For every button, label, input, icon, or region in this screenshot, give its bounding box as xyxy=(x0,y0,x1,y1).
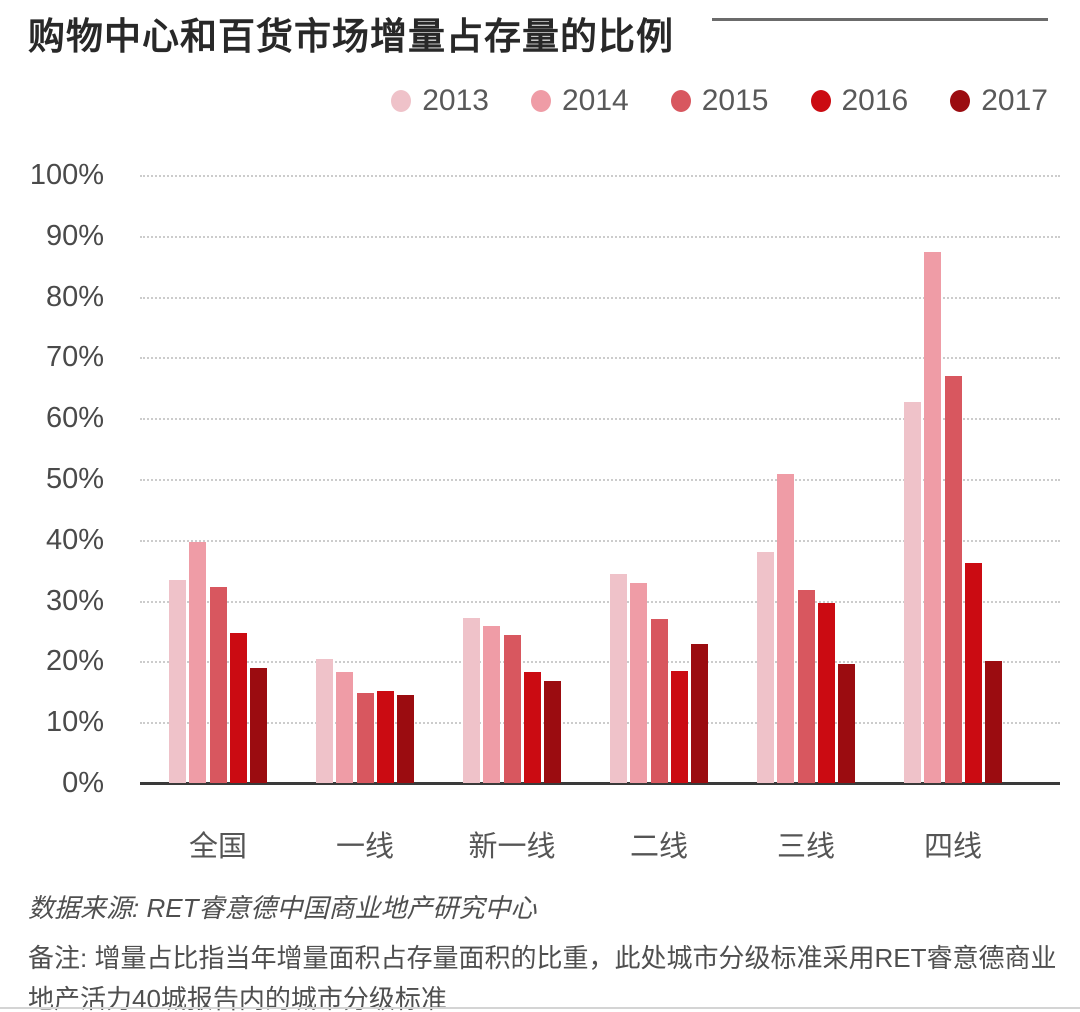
bar-2014-group2 xyxy=(336,671,354,783)
data-source-text: 数据来源: RET睿意德中国商业地产研究中心 xyxy=(28,893,537,923)
legend-label-2015: 2015 xyxy=(701,84,769,117)
bar-2013-group1 xyxy=(169,579,186,783)
legend-dot-2013 xyxy=(391,90,412,112)
legend-item-2016: 2016 xyxy=(810,84,909,118)
bar-2014-group4 xyxy=(630,582,648,783)
gridline-40% xyxy=(140,539,1060,542)
legend-item-2013: 2013 xyxy=(391,84,489,118)
gridline-10% xyxy=(140,722,1060,725)
page-title: 购物中心和百货市场增量占存量的比例 xyxy=(28,16,674,57)
legend-label-2017: 2017 xyxy=(981,84,1048,117)
y-tick-50%: 50% xyxy=(45,463,104,495)
bar-2015-group1 xyxy=(209,587,227,783)
bar-2015-group4 xyxy=(650,618,668,783)
legend-dot-2016 xyxy=(810,90,831,112)
y-tick-40%: 40% xyxy=(45,523,104,556)
legend-dot-2017 xyxy=(950,90,971,112)
legend-label-2013: 2013 xyxy=(422,84,489,117)
bar-2013-group5 xyxy=(757,551,774,783)
gridline-50% xyxy=(140,479,1060,481)
bar-2017-group2 xyxy=(397,695,415,783)
bar-2013-group6 xyxy=(904,402,921,783)
bar-2017-group5 xyxy=(838,664,856,783)
legend-label-2016: 2016 xyxy=(841,84,909,117)
y-tick-100%: 100% xyxy=(29,159,104,191)
x-label-group1: 全国 xyxy=(188,831,247,863)
bar-2014-group3 xyxy=(483,625,501,783)
bar-2016-group4 xyxy=(670,671,688,783)
bar-2013-group4 xyxy=(610,573,627,783)
x-label-group2: 一线 xyxy=(335,831,394,863)
x-label-group5: 三线 xyxy=(776,831,835,863)
bar-2013-group2 xyxy=(316,658,333,783)
legend-item-2015: 2015 xyxy=(670,84,769,118)
bottom-divider xyxy=(0,1007,1080,1009)
bar-2016-group1 xyxy=(229,633,247,783)
bar-2017-group1 xyxy=(250,668,268,783)
legend-dot-2014 xyxy=(531,90,551,112)
x-label-group3: 新一线 xyxy=(468,831,556,863)
bar-2016-group5 xyxy=(817,603,835,783)
bar-2014-group5 xyxy=(777,473,795,783)
legend: 2013 2014 2015 2016 2017 xyxy=(391,84,1048,118)
bar-2017-group4 xyxy=(691,643,709,783)
gridline-70% xyxy=(140,357,1060,360)
gridline-100% xyxy=(140,175,1060,177)
y-tick-60%: 60% xyxy=(45,402,104,435)
x-axis-line xyxy=(140,782,1060,785)
bar-2014-group6 xyxy=(924,252,942,783)
gridline-20% xyxy=(140,661,1060,664)
y-tick-20%: 20% xyxy=(45,645,104,678)
y-tick-0%: 0% xyxy=(62,767,104,799)
bar-2016-group6 xyxy=(964,562,982,783)
bar-2014-group1 xyxy=(189,542,207,783)
bar-2013-group3 xyxy=(463,618,480,783)
x-label-group6: 四线 xyxy=(923,831,982,863)
y-tick-80%: 80% xyxy=(45,280,104,313)
y-tick-70%: 70% xyxy=(45,341,104,374)
legend-label-2014: 2014 xyxy=(562,84,629,117)
bar-2015-group3 xyxy=(503,634,521,783)
legend-dot-2015 xyxy=(670,90,691,112)
bar-2015-group2 xyxy=(356,693,374,783)
legend-item-2014: 2014 xyxy=(531,84,629,118)
bar-2015-group5 xyxy=(797,590,815,783)
legend-item-2017: 2017 xyxy=(950,84,1048,118)
gridline-60% xyxy=(140,418,1060,421)
y-tick-10%: 10% xyxy=(45,706,104,739)
bar-2015-group6 xyxy=(944,375,962,783)
x-label-group4: 二线 xyxy=(629,831,688,863)
bar-2017-group6 xyxy=(985,661,1003,783)
bar-2017-group3 xyxy=(544,680,562,783)
bar-2016-group2 xyxy=(376,690,394,783)
gridline-90% xyxy=(140,235,1060,238)
gridline-80% xyxy=(140,296,1060,299)
gridline-30% xyxy=(140,600,1060,603)
note-text: 备注: 增量占比指当年增量面积占存量面积的比重，此处城市分级标准采用RET睿意德… xyxy=(28,943,1057,1012)
title-rule xyxy=(712,18,1048,21)
bar-2016-group3 xyxy=(523,672,541,783)
y-tick-30%: 30% xyxy=(45,584,104,617)
y-tick-90%: 90% xyxy=(45,219,104,252)
